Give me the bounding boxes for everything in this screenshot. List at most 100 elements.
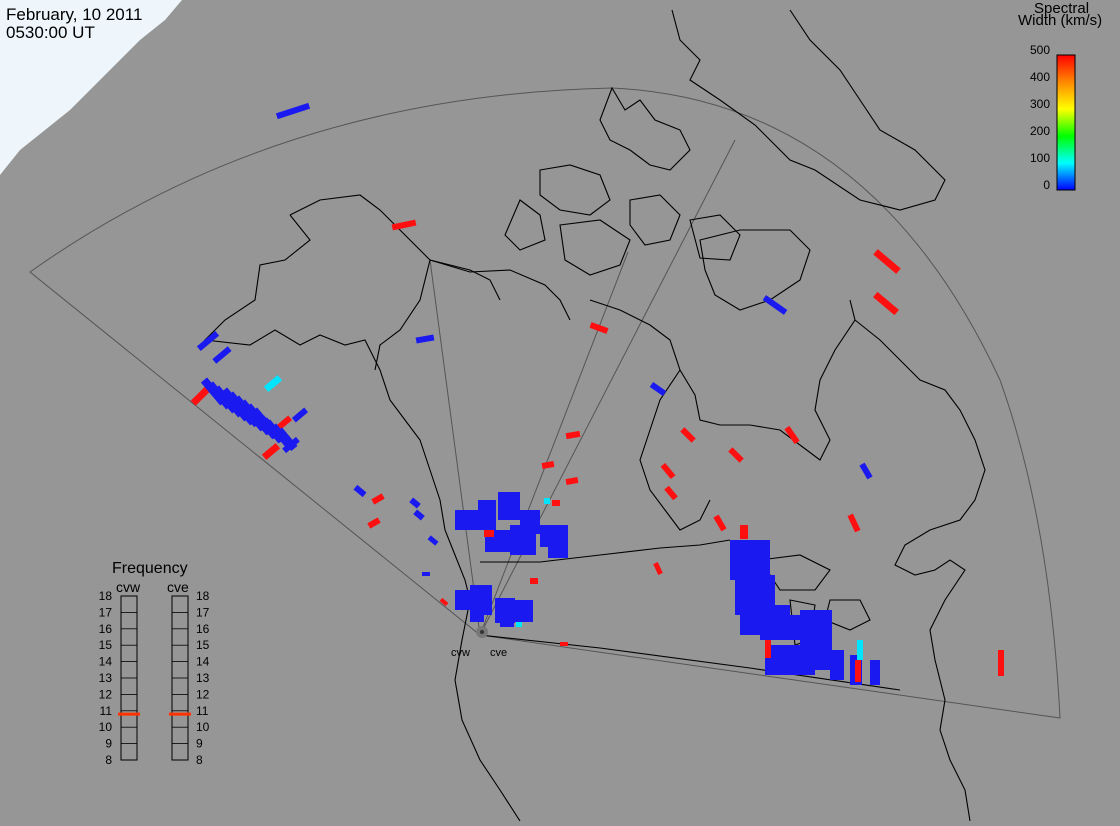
echo-cell xyxy=(855,660,861,682)
echo-cell xyxy=(660,462,676,480)
echo-cell xyxy=(730,540,770,580)
frequency-tick-label: 9 xyxy=(196,737,203,751)
echo-cell xyxy=(873,291,899,316)
colorbar-tick-label: 500 xyxy=(1030,43,1050,57)
echo-cell xyxy=(664,485,678,501)
echo-cell xyxy=(470,585,492,615)
echo-cell xyxy=(544,498,550,504)
frequency-tick-label: 13 xyxy=(196,671,210,685)
frequency-tick-label: 10 xyxy=(196,720,210,734)
echo-cell xyxy=(784,425,800,445)
echo-cell xyxy=(541,461,555,469)
frequency-tick-label: 8 xyxy=(105,753,112,767)
echo-cell xyxy=(261,443,281,460)
frequency-tick-label: 16 xyxy=(196,622,210,636)
echo-cell xyxy=(391,219,417,231)
site-label-cve: cve xyxy=(490,647,508,659)
echo-cell xyxy=(800,610,818,670)
echo-cell xyxy=(371,493,385,505)
frequency-tick-label: 12 xyxy=(99,687,113,701)
colorbar-gradient xyxy=(1056,54,1076,191)
fov-outline xyxy=(29,87,1061,719)
frequency-tick-label: 16 xyxy=(99,622,113,636)
colorbar-ticks: 500 400 300 200 100 0 xyxy=(1030,43,1050,192)
echo-cell xyxy=(818,610,832,670)
frequency-radar-left: cvw xyxy=(116,579,141,595)
colorbar-tick-label: 0 xyxy=(1043,178,1050,192)
frequency-tick-label: 9 xyxy=(105,737,112,751)
echo-cell xyxy=(500,615,514,627)
radar-site-center xyxy=(480,630,484,634)
echo-cell xyxy=(548,540,568,558)
frequency-title: Frequency xyxy=(112,560,188,577)
echo-cell xyxy=(196,330,220,352)
echo-cell xyxy=(653,562,663,575)
radar-echoes xyxy=(190,102,1004,685)
echo-cell xyxy=(422,572,430,576)
echo-cell xyxy=(740,525,748,539)
echo-cell xyxy=(190,385,212,406)
echo-cell xyxy=(873,249,901,274)
echo-cell xyxy=(713,514,727,532)
echo-cell xyxy=(478,500,496,530)
date-label: February, 10 2011 xyxy=(6,5,143,24)
colorbar-tick-label: 400 xyxy=(1030,70,1050,84)
frequency-tick-label: 11 xyxy=(100,704,113,718)
coastlines xyxy=(203,9,986,822)
frequency-tick-label: 13 xyxy=(99,671,113,685)
frequency-tick-label: 14 xyxy=(196,655,210,669)
echo-cell xyxy=(565,477,579,485)
echo-cell xyxy=(275,427,298,451)
echo-cell xyxy=(857,640,863,660)
echo-cell xyxy=(510,525,536,555)
echo-cell xyxy=(560,642,568,646)
echo-cell xyxy=(530,578,538,584)
echo-cell xyxy=(552,500,560,506)
echo-cell xyxy=(589,322,609,334)
frequency-radar-right: cve xyxy=(167,579,189,595)
frequency-tick-label: 15 xyxy=(99,638,113,652)
frequency-tick-label: 11 xyxy=(196,704,209,718)
echo-cell xyxy=(762,295,788,315)
echo-cell xyxy=(275,102,311,120)
echo-cell xyxy=(275,415,293,431)
echo-cell xyxy=(484,530,494,537)
echo-cell xyxy=(427,535,439,546)
echo-cell xyxy=(870,660,880,685)
echo-cell xyxy=(263,375,283,392)
colorbar-tick-label: 100 xyxy=(1030,151,1050,165)
echo-cell xyxy=(413,509,425,521)
colorbar-title: Spectral xyxy=(1034,0,1090,17)
frequency-tick-label: 18 xyxy=(196,589,210,603)
ice-region xyxy=(0,0,182,175)
echo-cell xyxy=(680,427,696,443)
echo-cell xyxy=(565,430,581,440)
echo-cell xyxy=(830,650,844,680)
echo-cell xyxy=(998,650,1004,676)
frequency-tick-label: 15 xyxy=(196,638,210,652)
echo-cell xyxy=(353,484,367,498)
echo-cell xyxy=(516,622,522,627)
frequency-tick-label: 14 xyxy=(99,655,113,669)
frequency-tick-label: 17 xyxy=(99,605,113,619)
echo-cell xyxy=(439,597,449,607)
echo-cell xyxy=(515,600,533,622)
frequency-tick-label: 8 xyxy=(196,753,203,767)
site-label-cvw: cvw xyxy=(451,647,470,659)
colorbar-tick-label: 200 xyxy=(1030,124,1050,138)
echo-cell xyxy=(470,610,484,622)
echo-cell xyxy=(455,510,479,530)
time-label: 0530:00 UT xyxy=(6,23,95,42)
colorbar-unit: Width (km/s) xyxy=(1018,12,1103,29)
echo-cell xyxy=(847,513,861,533)
frequency-tick-label: 18 xyxy=(99,589,113,603)
frequency-tick-label: 17 xyxy=(196,605,210,619)
echo-cell xyxy=(649,381,667,397)
echo-cell xyxy=(498,492,520,520)
echo-cell xyxy=(367,517,381,529)
frequency-panel: 18 18 17 17 16 16 15 15 14 14 13 13 12 12 11 11 10 10 9 9 8 8 xyxy=(99,589,210,767)
frequency-tick-label: 12 xyxy=(196,687,210,701)
echo-cell xyxy=(291,407,309,423)
